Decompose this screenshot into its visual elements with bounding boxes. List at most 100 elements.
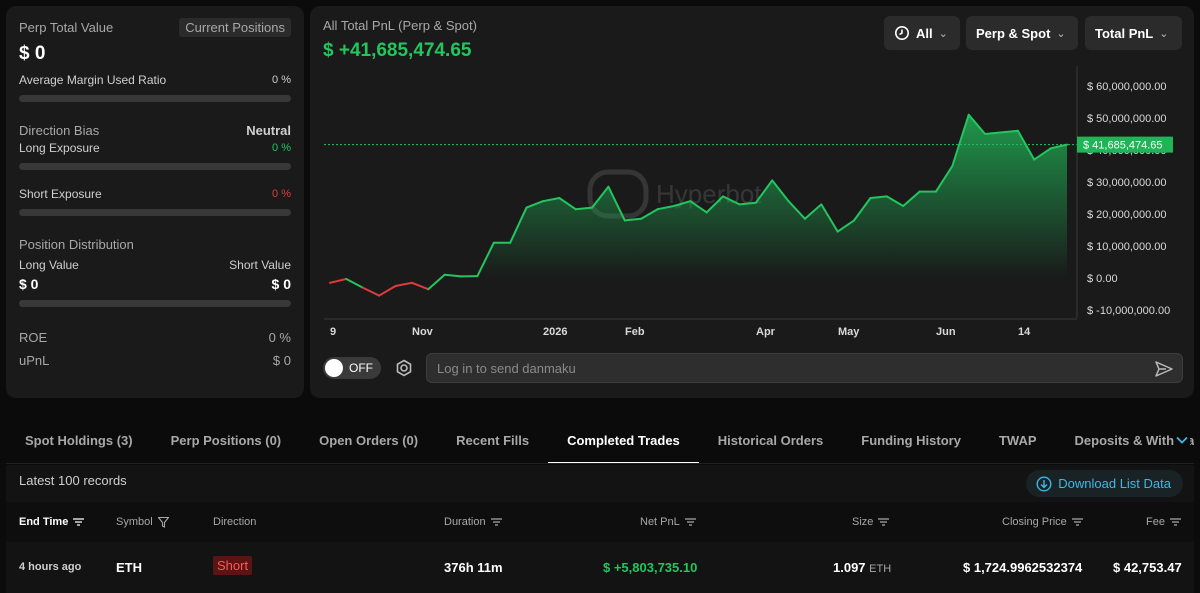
- pnl-line-segment: [738, 201, 757, 206]
- x-tick-label: Nov: [412, 326, 434, 338]
- pnl-line-segment: [967, 113, 987, 135]
- pnl-line-segment: [623, 217, 643, 222]
- header-size-label: Size: [852, 516, 874, 528]
- pnl-line-segment: [378, 285, 397, 297]
- filter-icon: [157, 516, 169, 528]
- chevron-down-icon[interactable]: [1174, 432, 1190, 448]
- pnl-line-segment: [1049, 143, 1068, 150]
- pnl-line-segment: [394, 281, 413, 287]
- pnl-line-segment: [574, 206, 594, 211]
- direction-bias-label: Direction Bias: [19, 123, 100, 138]
- danmaku-toggle[interactable]: OFF: [323, 357, 381, 379]
- cell-net-pnl: $ +5,803,735.10: [603, 560, 698, 575]
- toggle-knob: [325, 359, 343, 377]
- tab-historical-orders[interactable]: Historical Orders: [717, 433, 824, 448]
- pnl-line-segment: [558, 197, 577, 211]
- pnl-line-segment: [689, 200, 708, 214]
- pnl-line-segment: [443, 273, 463, 278]
- tab-open-orders[interactable]: Open Orders (0): [319, 433, 419, 448]
- pnl-line-segment: [345, 277, 364, 289]
- tab-completed-trades[interactable]: Completed Trades: [548, 418, 699, 463]
- header-size[interactable]: Size: [852, 516, 890, 528]
- margin-value: 0 %: [272, 74, 291, 86]
- cell-symbol[interactable]: ETH: [116, 560, 142, 575]
- current-value-badge-label: $ 41,685,474.65: [1083, 140, 1163, 152]
- download-icon: [1036, 475, 1052, 492]
- sort-icon: [490, 518, 502, 526]
- distribution-labels-row: Long Value Short Value: [19, 258, 291, 272]
- current-positions-button[interactable]: Current Positions: [179, 18, 291, 37]
- cell-direction: Short: [213, 556, 253, 575]
- roe-row: ROE 0 %: [19, 330, 291, 345]
- pnl-line-segment: [820, 203, 839, 233]
- tab-spot-holdings[interactable]: Spot Holdings (3): [25, 433, 133, 448]
- download-list-button[interactable]: Download List Data: [1026, 470, 1183, 497]
- table-row[interactable]: 4 hours ago ETH Short 376h 11m $ +5,803,…: [6, 545, 1194, 589]
- header-duration[interactable]: Duration: [444, 516, 502, 528]
- pnl-line-segment: [541, 197, 561, 203]
- header-symbol-label: Symbol: [116, 516, 153, 528]
- pnl-line-segment: [672, 200, 692, 207]
- pnl-line-segment: [934, 165, 954, 193]
- settings-gear-icon[interactable]: [394, 358, 414, 378]
- pnl-line-segment: [361, 286, 381, 297]
- pnl-line-segment: [509, 206, 528, 244]
- pnl-line-segment: [640, 208, 659, 220]
- tab-twap[interactable]: TWAP: [998, 433, 1037, 448]
- long-exposure-row: Long Exposure 0 %: [19, 141, 291, 155]
- header-duration-label: Duration: [444, 516, 486, 528]
- time-range-dropdown[interactable]: All ⌄: [884, 16, 960, 50]
- y-tick-label: $ 30,000,000.00: [1087, 177, 1167, 189]
- header-direction-label: Direction: [213, 516, 257, 528]
- header-net-pnl-label: Net PnL: [640, 516, 680, 528]
- pnl-line-segment: [427, 273, 446, 291]
- pnl-line-segment: [771, 179, 790, 203]
- tab-deposits-withdrawals[interactable]: Deposits & Withdrawals: [1074, 433, 1194, 448]
- margin-bar: [19, 95, 291, 102]
- header-fee-label: Fee: [1146, 516, 1165, 528]
- direction-badge: Short: [213, 556, 253, 575]
- header-net-pnl[interactable]: Net PnL: [640, 516, 696, 528]
- pnl-area-chart[interactable]: Hyperbot $ 60,000,000.00$ 50,000,000.00$…: [310, 6, 1194, 346]
- completed-trades-table: Latest 100 records Download List Data En…: [6, 465, 1194, 593]
- header-symbol[interactable]: Symbol: [116, 516, 169, 528]
- header-fee[interactable]: Fee: [1146, 516, 1181, 528]
- x-tick-label: 9: [330, 326, 336, 338]
- cell-size-unit: ETH: [869, 563, 892, 575]
- header-direction: Direction: [213, 516, 256, 528]
- danmaku-input[interactable]: [437, 360, 1137, 376]
- short-exposure-value: 0 %: [272, 188, 291, 200]
- x-tick-label: Jun: [936, 326, 956, 338]
- pnl-line-segment: [1000, 129, 1019, 134]
- cell-closing-price: $ 1,724.9962532374: [963, 560, 1083, 575]
- margin-label: Average Margin Used Ratio: [19, 73, 167, 87]
- x-tick-label: May: [838, 326, 860, 338]
- pnl-line-segment: [525, 200, 544, 209]
- y-tick-label: $ 20,000,000.00: [1087, 209, 1167, 221]
- tab-recent-fills[interactable]: Recent Fills: [456, 433, 530, 448]
- total-pnl-label: All Total PnL (Perp & Spot): [323, 18, 477, 33]
- pnl-line-segment: [607, 185, 626, 222]
- tab-perp-positions[interactable]: Perp Positions (0): [170, 433, 282, 448]
- header-end-time[interactable]: End Time: [19, 516, 85, 528]
- position-distribution-label: Position Distribution: [19, 237, 134, 252]
- download-list-label: Download List Data: [1058, 476, 1171, 491]
- y-tick-label: $ 50,000,000.00: [1087, 113, 1167, 125]
- header-closing-price[interactable]: Closing Price: [1002, 516, 1083, 528]
- sort-icon: [1071, 518, 1083, 526]
- records-count: Latest 100 records: [19, 473, 127, 488]
- direction-bias-value: Neutral: [246, 123, 291, 138]
- pnl-line-segment: [902, 190, 921, 207]
- pnl-line-segment: [656, 205, 675, 211]
- tab-funding-history[interactable]: Funding History: [861, 433, 961, 448]
- pnl-line-segment: [591, 185, 610, 209]
- send-icon[interactable]: [1154, 359, 1174, 379]
- danmaku-input-box: [426, 353, 1183, 383]
- x-tick-label: Feb: [625, 326, 645, 338]
- metric-dropdown[interactable]: Total PnL ⌄: [1085, 16, 1182, 50]
- scope-dropdown[interactable]: Perp & Spot ⌄: [966, 16, 1078, 50]
- upnl-label: uPnL: [19, 353, 50, 368]
- pnl-area-fill: [330, 114, 1067, 278]
- pnl-line-segment: [853, 197, 872, 222]
- x-tick-label: Apr: [756, 326, 776, 338]
